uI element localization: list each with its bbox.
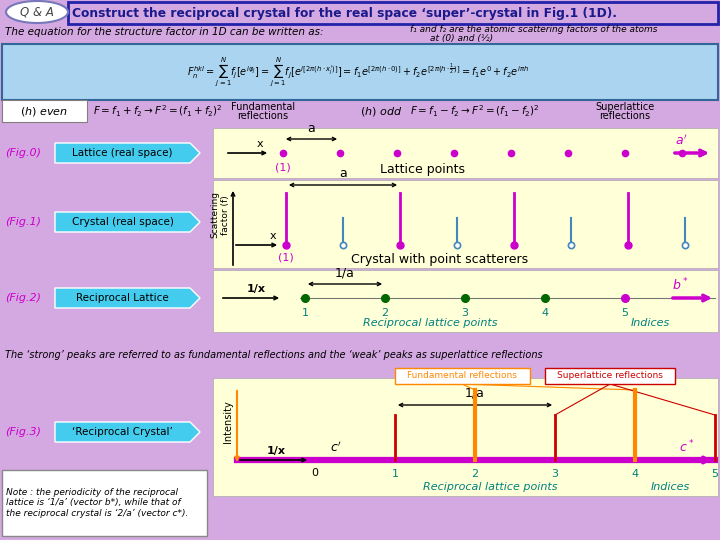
Text: (Fig.3): (Fig.3) [5,427,41,437]
Text: a: a [307,122,315,135]
Text: Scattering
factor (f): Scattering factor (f) [210,192,230,239]
Text: $(h)$ odd: $(h)$ odd [360,105,402,118]
Text: ‘Reciprocal Crystal’: ‘Reciprocal Crystal’ [72,427,173,437]
Text: 5: 5 [621,308,629,318]
Text: a: a [339,167,347,180]
Text: 4: 4 [541,308,549,318]
Text: 3: 3 [552,469,559,479]
Text: $b^*$: $b^*$ [672,276,689,293]
Text: Reciprocal lattice points: Reciprocal lattice points [423,482,557,492]
Bar [213,128,718,178]
Polygon shape [55,422,200,442]
Text: 1/x: 1/x [246,284,266,294]
Bar [2,44,718,100]
Text: Superlattice: Superlattice [595,102,654,112]
Text: reflections: reflections [600,111,651,121]
Text: $F = f_1 - f_2 \rightarrow F^2 = (f_1 - f_2)^2$: $F = f_1 - f_2 \rightarrow F^2 = (f_1 - … [410,103,540,119]
Polygon shape [55,288,200,308]
Text: f₁ and f₂ are the atomic scattering factors of the atoms: f₁ and f₂ are the atomic scattering fact… [410,24,657,33]
Bar [2,100,4,122]
Polygon shape [55,212,200,232]
Text: reflections: reflections [238,111,289,121]
Bar [213,180,718,268]
Text: Lattice (real space): Lattice (real space) [72,148,173,158]
Text: Reciprocal lattice points: Reciprocal lattice points [363,318,498,328]
Text: (1): (1) [278,253,294,263]
Text: 1: 1 [302,308,308,318]
Text: Intensity: Intensity [223,400,233,443]
Text: (1): (1) [275,163,291,173]
Text: 1/a: 1/a [335,266,355,279]
Text: $F_n^{hkl} = \sum_{j=1}^{N} f_j \left[e^{i\varphi_j}\right]= \sum_{j=1}^{N} f_j : $F_n^{hkl} = \sum_{j=1}^{N} f_j \left[e^… [187,55,529,89]
Text: 0: 0 [312,468,318,478]
Bar [545,368,675,384]
Bar [2,470,207,536]
Text: Superlattice reflections: Superlattice reflections [557,372,663,381]
Text: Reciprocal Lattice: Reciprocal Lattice [76,293,169,303]
Text: The equation for the structure factor in 1D can be written as:: The equation for the structure factor in… [5,27,323,37]
Text: Crystal with point scatterers: Crystal with point scatterers [351,253,528,266]
Text: at (0) and (½): at (0) and (½) [430,33,493,43]
Text: 5: 5 [711,469,719,479]
Text: Indices: Indices [631,318,670,328]
Text: 4: 4 [631,469,639,479]
Text: (Fig.0): (Fig.0) [5,148,41,158]
Text: x: x [270,231,276,241]
Polygon shape [55,143,200,163]
Text: Lattice points: Lattice points [380,163,466,176]
Bar [213,270,718,332]
Text: 1: 1 [392,469,398,479]
Bar [213,378,718,496]
Bar [68,2,718,24]
Text: $F = f_1 + f_2 \rightarrow F^2 = (f_1 + f_2)^2$: $F = f_1 + f_2 \rightarrow F^2 = (f_1 + … [93,103,222,119]
Text: Q & A: Q & A [20,5,54,18]
Text: 2: 2 [472,469,479,479]
Text: Fundamental: Fundamental [231,102,295,112]
Text: The ‘strong’ peaks are referred to as fundamental reflections and the ‘weak’ pea: The ‘strong’ peaks are referred to as fu… [5,350,543,360]
Text: $a'$: $a'$ [675,133,688,148]
Text: (Fig.1): (Fig.1) [5,217,41,227]
Bar [395,368,530,384]
Text: Note : the periodicity of the reciprocal
lattice is ‘1/a’ (vector b*), while tha: Note : the periodicity of the reciprocal… [6,488,189,518]
Text: Crystal (real space): Crystal (real space) [71,217,174,227]
Text: 1/a: 1/a [465,387,485,400]
Text: (Fig.2): (Fig.2) [5,293,41,303]
Bar [2,100,87,122]
Text: Fundamental reflections: Fundamental reflections [407,372,517,381]
Text: $c'$: $c'$ [330,441,342,455]
Text: 1/x: 1/x [266,446,286,456]
Text: 3: 3 [462,308,469,318]
Text: 2: 2 [382,308,389,318]
Text: x: x [257,139,264,149]
Text: Construct the reciprocal crystal for the real space ‘super’-crystal in Fig.1 (1D: Construct the reciprocal crystal for the… [72,6,617,19]
Text: $c^*$: $c^*$ [679,438,694,455]
Ellipse shape [6,1,68,23]
Text: Indices: Indices [650,482,690,492]
Text: $(h)$ even: $(h)$ even [20,105,68,118]
